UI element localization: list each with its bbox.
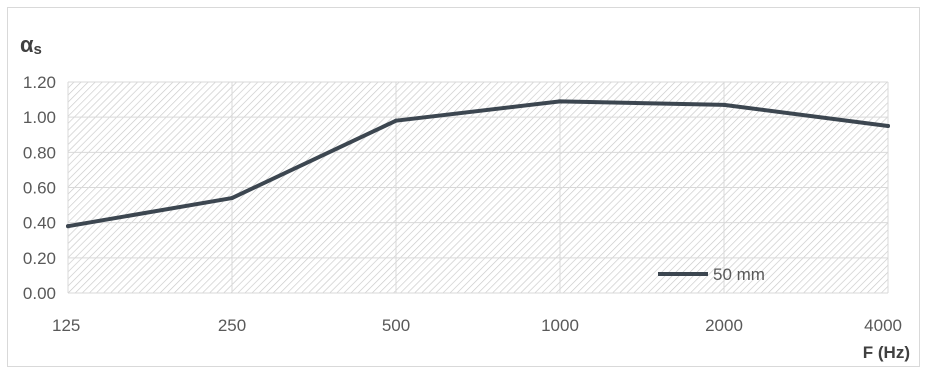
y-tick-label: 0.00 — [23, 284, 56, 303]
y-tick-label: 0.20 — [23, 249, 56, 268]
data-point — [394, 118, 398, 123]
y-tick-label: 0.80 — [23, 143, 56, 162]
y-axis-title-main: α — [20, 32, 34, 57]
x-axis-title: F (Hz) — [863, 343, 910, 362]
y-axis-title-subscript: s — [34, 41, 42, 58]
x-tick-label: 500 — [382, 316, 410, 335]
data-point — [230, 196, 234, 201]
legend: 50 mm — [658, 265, 765, 284]
y-tick-label: 1.00 — [23, 108, 56, 127]
data-point — [722, 102, 726, 107]
legend-label: 50 mm — [713, 265, 765, 284]
data-point — [886, 123, 890, 128]
y-tick-label: 0.40 — [23, 214, 56, 233]
data-point — [66, 224, 70, 229]
x-tick-label: 250 — [218, 316, 246, 335]
y-axis-title: αs — [20, 32, 42, 58]
grid-lines — [67, 81, 889, 294]
x-tick-label: 4000 — [864, 316, 902, 335]
x-tick-label: 125 — [52, 316, 80, 335]
y-axis-tick-labels: 0.00 0.20 0.40 0.60 0.80 1.00 1.20 — [23, 73, 56, 303]
y-tick-label: 1.20 — [23, 73, 56, 92]
y-tick-label: 0.60 — [23, 179, 56, 198]
x-axis-tick-labels: 125 250 500 1000 2000 4000 — [52, 316, 902, 335]
series-line-50mm — [66, 99, 890, 229]
x-tick-label: 1000 — [541, 316, 579, 335]
data-point — [558, 99, 562, 104]
x-tick-label: 2000 — [705, 316, 743, 335]
